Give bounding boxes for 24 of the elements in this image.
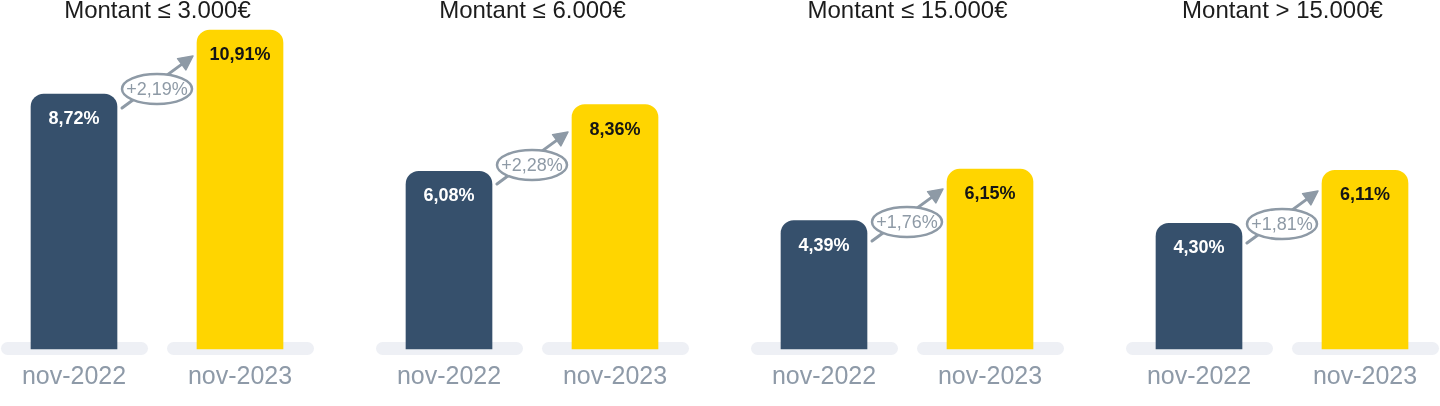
- x-tick-label: nov-2022: [396, 361, 502, 390]
- chart-title: Montant ≤ 6.000€: [439, 0, 626, 23]
- data-label: 4,39%: [798, 234, 850, 255]
- chart-title: Montant ≤ 15.000€: [807, 0, 1008, 23]
- annotation: +1,81%: [1251, 213, 1313, 234]
- x-tick-label: nov-2023: [562, 361, 668, 390]
- annotation: +1,76%: [876, 211, 938, 232]
- x-tick-label: nov-2022: [21, 361, 127, 390]
- data-label: 4,30%: [1173, 237, 1225, 258]
- annotation: +2,19%: [126, 79, 188, 100]
- data-label: 8,72%: [48, 108, 100, 128]
- chart-title: Montant > 15.000€: [1182, 0, 1383, 23]
- x-tick-label: nov-2022: [771, 361, 877, 390]
- x-tick-label: nov-2023: [937, 361, 1043, 390]
- data-label: 6,11%: [1339, 184, 1391, 205]
- annotation: +2,28%: [501, 154, 563, 175]
- x-tick-label: nov-2023: [1312, 361, 1418, 390]
- data-label: 6,15%: [964, 183, 1016, 204]
- data-label: 8,36%: [589, 118, 641, 139]
- x-tick-label: nov-2023: [187, 361, 293, 390]
- x-tick-label: nov-2022: [1146, 361, 1252, 390]
- data-label: 10,91%: [209, 43, 271, 64]
- data-label: 6,08%: [423, 185, 475, 206]
- chart-title: Montant ≤ 3.000€: [64, 0, 251, 23]
